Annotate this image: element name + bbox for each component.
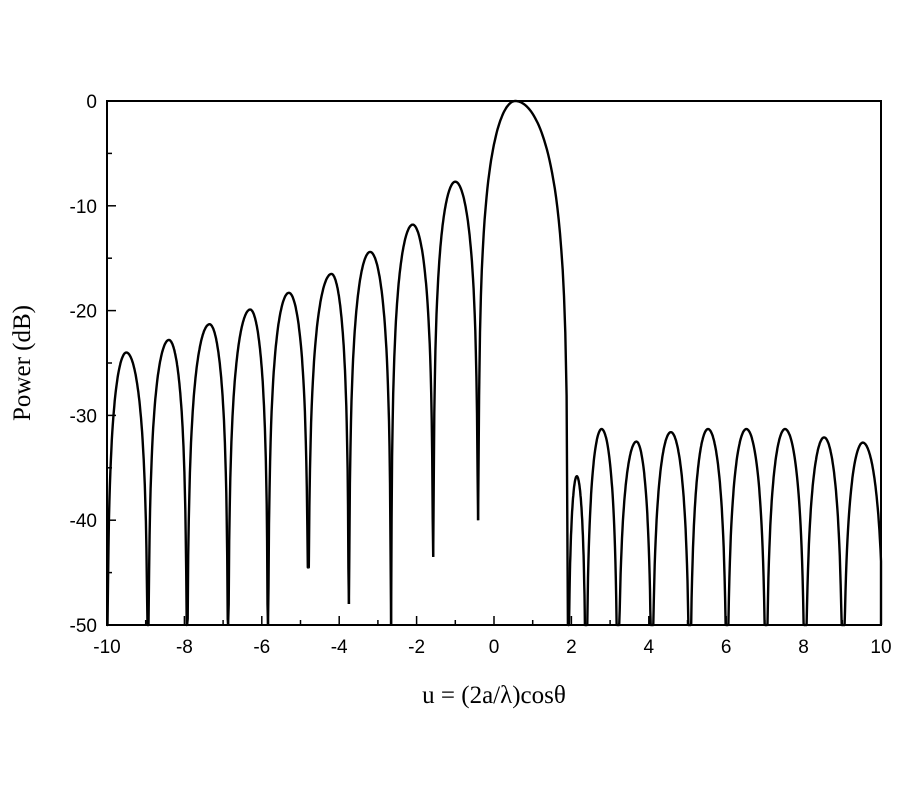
y-tick-label: -40 (70, 511, 97, 532)
side-lobe (307, 272, 351, 605)
side-lobe (432, 180, 480, 557)
side-lobe (765, 427, 806, 627)
y-tick-label: -20 (70, 302, 97, 323)
x-tick-label: 2 (566, 637, 577, 658)
x-axis-title: u = (2a/λ)cosθ (422, 682, 566, 709)
side-lobe (106, 351, 149, 627)
side-lobe (726, 427, 767, 627)
plot-frame (106, 100, 882, 626)
side-lobe (804, 436, 844, 627)
power-pattern-curve (106, 99, 883, 627)
y-axis-title: Power (dB) (9, 305, 36, 421)
x-tick-label: -4 (331, 637, 348, 658)
y-tick-label: 0 (86, 92, 97, 113)
side-lobe (689, 427, 728, 627)
side-lobe (651, 431, 691, 627)
y-tick-label: -50 (70, 616, 97, 637)
side-lobe (226, 308, 270, 626)
x-tick-label: 6 (721, 637, 732, 658)
side-lobe (347, 250, 393, 626)
x-tick-label: -8 (176, 637, 193, 658)
x-tick-label: 10 (870, 637, 891, 658)
y-tick-labels: 0 -10 -20 -30 -40 -50 (70, 92, 97, 637)
side-lobe (185, 323, 230, 626)
side-lobe (147, 338, 188, 627)
x-tick-label: 4 (644, 637, 655, 658)
x-tick-labels: -10 -8 -6 -4 -2 0 2 4 6 8 10 (93, 637, 891, 658)
x-tick-label: -6 (253, 637, 270, 658)
x-tick-label: 8 (798, 637, 809, 658)
side-lobe (585, 427, 619, 627)
side-lobe (842, 441, 883, 627)
x-tick-label: -10 (93, 637, 120, 658)
x-tick-label: 0 (489, 637, 500, 658)
main-lobe (476, 99, 570, 626)
x-tick-label: -2 (408, 637, 425, 658)
side-lobe (566, 475, 588, 627)
side-lobe (389, 223, 435, 626)
axis-ticks (106, 100, 882, 626)
y-tick-label: -10 (70, 197, 97, 218)
side-lobe (266, 291, 309, 626)
y-tick-label: -30 (70, 406, 97, 427)
side-lobe (617, 440, 653, 627)
